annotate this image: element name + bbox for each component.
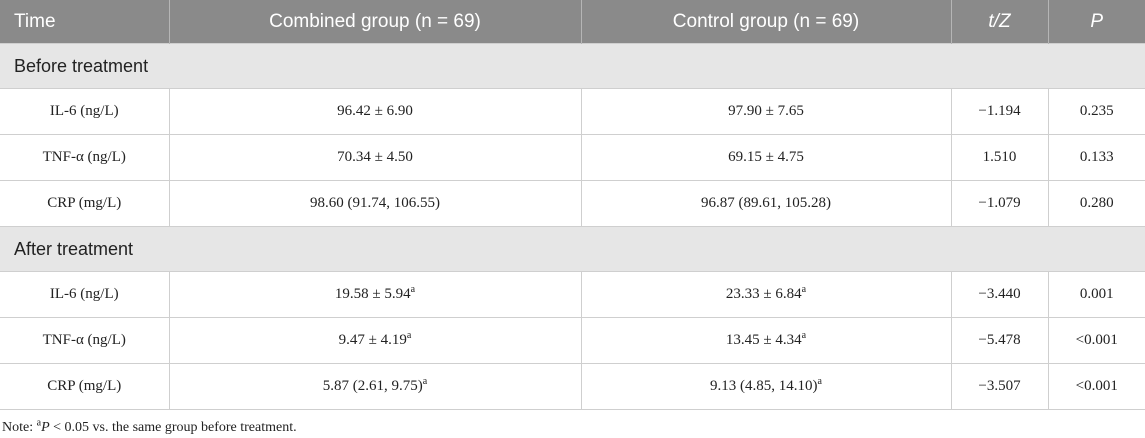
cell-t-z-value: 1.510 (982, 149, 1017, 165)
cell-t-z-value: −5.478 (978, 332, 1021, 348)
superscript-a: a (801, 330, 807, 341)
cell-control-group: 13.45 ± 4.34a (580, 317, 952, 364)
cell-control-group-value: 9.13 (4.85, 14.10) (710, 378, 818, 394)
cell-parameter-value: CRP (mg/L) (47, 195, 122, 211)
cell-p-value: 0.280 (1047, 180, 1145, 227)
note-superscript: a (36, 417, 42, 429)
cell-parameter-value: IL-6 (ng/L) (49, 103, 119, 119)
cell-combined-group-value: 98.60 (91.74, 106.55) (310, 195, 440, 211)
cell-combined-group-value: 19.58 ± 5.94 (334, 286, 411, 302)
cell-t-z: 1.510 (950, 134, 1049, 181)
cell-combined-group: 9.47 ± 4.19a (168, 317, 582, 364)
cell-combined-group-value: 96.42 ± 6.90 (337, 103, 413, 119)
cell-control-group: 97.90 ± 7.65 (580, 88, 952, 135)
header-control-group: Control group (n = 69) (581, 0, 952, 44)
table-row: CRP (mg/L) 98.60 (91.74, 106.55) 96.87 (89… (0, 180, 1145, 227)
cell-parameter: IL-6 (ng/L) (0, 271, 170, 318)
cell-control-group-value: 13.45 ± 4.34 (725, 332, 802, 348)
cell-p-value: 0.133 (1047, 134, 1145, 181)
cell-t-z-value: −3.507 (978, 378, 1021, 394)
cell-p-value-value: 0.001 (1079, 286, 1114, 302)
table-row: IL-6 (ng/L) 19.58 ± 5.94a 23.33 ± 6.84a −3.… (0, 271, 1145, 318)
cell-t-z: −3.440 (950, 271, 1049, 318)
cell-t-z: −5.478 (950, 317, 1049, 364)
cell-parameter: IL-6 (ng/L) (0, 88, 170, 135)
note-text: < 0.05 vs. the same group before treatme… (49, 420, 297, 435)
cell-parameter-value: CRP (mg/L) (47, 378, 122, 394)
cell-p-value-value: 0.235 (1079, 103, 1114, 119)
note-prefix: Note: (2, 420, 37, 435)
table-body: Before treatment IL-6 (ng/L) 96.42 ± 6.90 9… (0, 43, 1145, 410)
cell-combined-group-value: 9.47 ± 4.19 (338, 332, 407, 348)
cell-combined-group: 19.58 ± 5.94a (168, 271, 582, 318)
section-row: After treatment (0, 226, 1145, 272)
cell-control-group-value: 96.87 (89.61, 105.28) (701, 195, 831, 211)
cell-parameter-value: TNF-α (ng/L) (42, 332, 126, 348)
cell-combined-group: 98.60 (91.74, 106.55) (168, 180, 582, 227)
section-row: Before treatment (0, 43, 1145, 89)
note-p-symbol: P (41, 420, 50, 435)
header-combined-group: Combined group (n = 69) (169, 0, 582, 44)
header-p: P (1048, 0, 1145, 44)
cell-combined-group-value: 5.87 (2.61, 9.75) (322, 378, 423, 394)
cell-parameter: TNF-α (ng/L) (0, 317, 170, 364)
cell-combined-group: 5.87 (2.61, 9.75)a (168, 363, 582, 410)
superscript-a: a (817, 376, 822, 387)
cell-combined-group-value: 70.34 ± 4.50 (337, 149, 413, 165)
cell-parameter-value: IL-6 (ng/L) (49, 286, 119, 302)
cell-p-value-value: 0.133 (1079, 149, 1114, 165)
cell-combined-group: 96.42 ± 6.90 (168, 88, 582, 135)
cell-t-z-value: −1.079 (978, 195, 1021, 211)
superscript-a: a (410, 284, 416, 295)
header-time: Time (0, 0, 170, 44)
cell-t-z: −1.194 (950, 88, 1049, 135)
cell-control-group: 96.87 (89.61, 105.28) (580, 180, 952, 227)
results-table: Time Combined group (n = 69) Control gro… (0, 0, 1145, 410)
superscript-a: a (406, 330, 412, 341)
cell-p-value: 0.235 (1047, 88, 1145, 135)
cell-p-value: 0.001 (1047, 271, 1145, 318)
table-row: CRP (mg/L) 5.87 (2.61, 9.75)a 9.13 (4.85, … (0, 363, 1145, 410)
cell-control-group-value: 69.15 ± 4.75 (728, 149, 804, 165)
table-row: TNF-α (ng/L) 9.47 ± 4.19a 13.45 ± 4.34a −5.… (0, 317, 1145, 364)
cell-combined-group: 70.34 ± 4.50 (168, 134, 582, 181)
cell-parameter-value: TNF-α (ng/L) (42, 149, 126, 165)
table-row: TNF-α (ng/L) 70.34 ± 4.50 69.15 ± 4.75 1.51… (0, 134, 1145, 181)
cell-p-value-value: <0.001 (1075, 332, 1118, 348)
cell-parameter: CRP (mg/L) (0, 180, 170, 227)
cell-t-z: −1.079 (950, 180, 1049, 227)
table-note: Note: aP < 0.05 vs. the same group befor… (0, 410, 1145, 436)
cell-t-z-value: −1.194 (978, 103, 1021, 119)
superscript-a: a (801, 284, 807, 295)
cell-t-z-value: −3.440 (978, 286, 1021, 302)
header-t-z: t/Z (951, 0, 1049, 44)
cell-parameter: TNF-α (ng/L) (0, 134, 170, 181)
table-row: IL-6 (ng/L) 96.42 ± 6.90 97.90 ± 7.65 −1.19… (0, 88, 1145, 135)
cell-p-value-value: <0.001 (1075, 378, 1118, 394)
cell-control-group-value: 23.33 ± 6.84 (725, 286, 802, 302)
cell-parameter: CRP (mg/L) (0, 363, 170, 410)
cell-control-group: 69.15 ± 4.75 (580, 134, 952, 181)
cell-p-value: <0.001 (1047, 317, 1145, 364)
section-title: After treatment (0, 226, 1145, 272)
section-title: Before treatment (0, 43, 1145, 89)
cell-t-z: −3.507 (950, 363, 1049, 410)
superscript-a: a (422, 376, 428, 387)
table-header: Time Combined group (n = 69) Control gro… (0, 0, 1145, 44)
cell-p-value-value: 0.280 (1079, 195, 1114, 211)
cell-control-group-value: 97.90 ± 7.65 (728, 103, 804, 119)
cell-p-value: <0.001 (1047, 363, 1145, 410)
cell-control-group: 23.33 ± 6.84a (580, 271, 952, 318)
cell-control-group: 9.13 (4.85, 14.10)a (580, 363, 952, 410)
